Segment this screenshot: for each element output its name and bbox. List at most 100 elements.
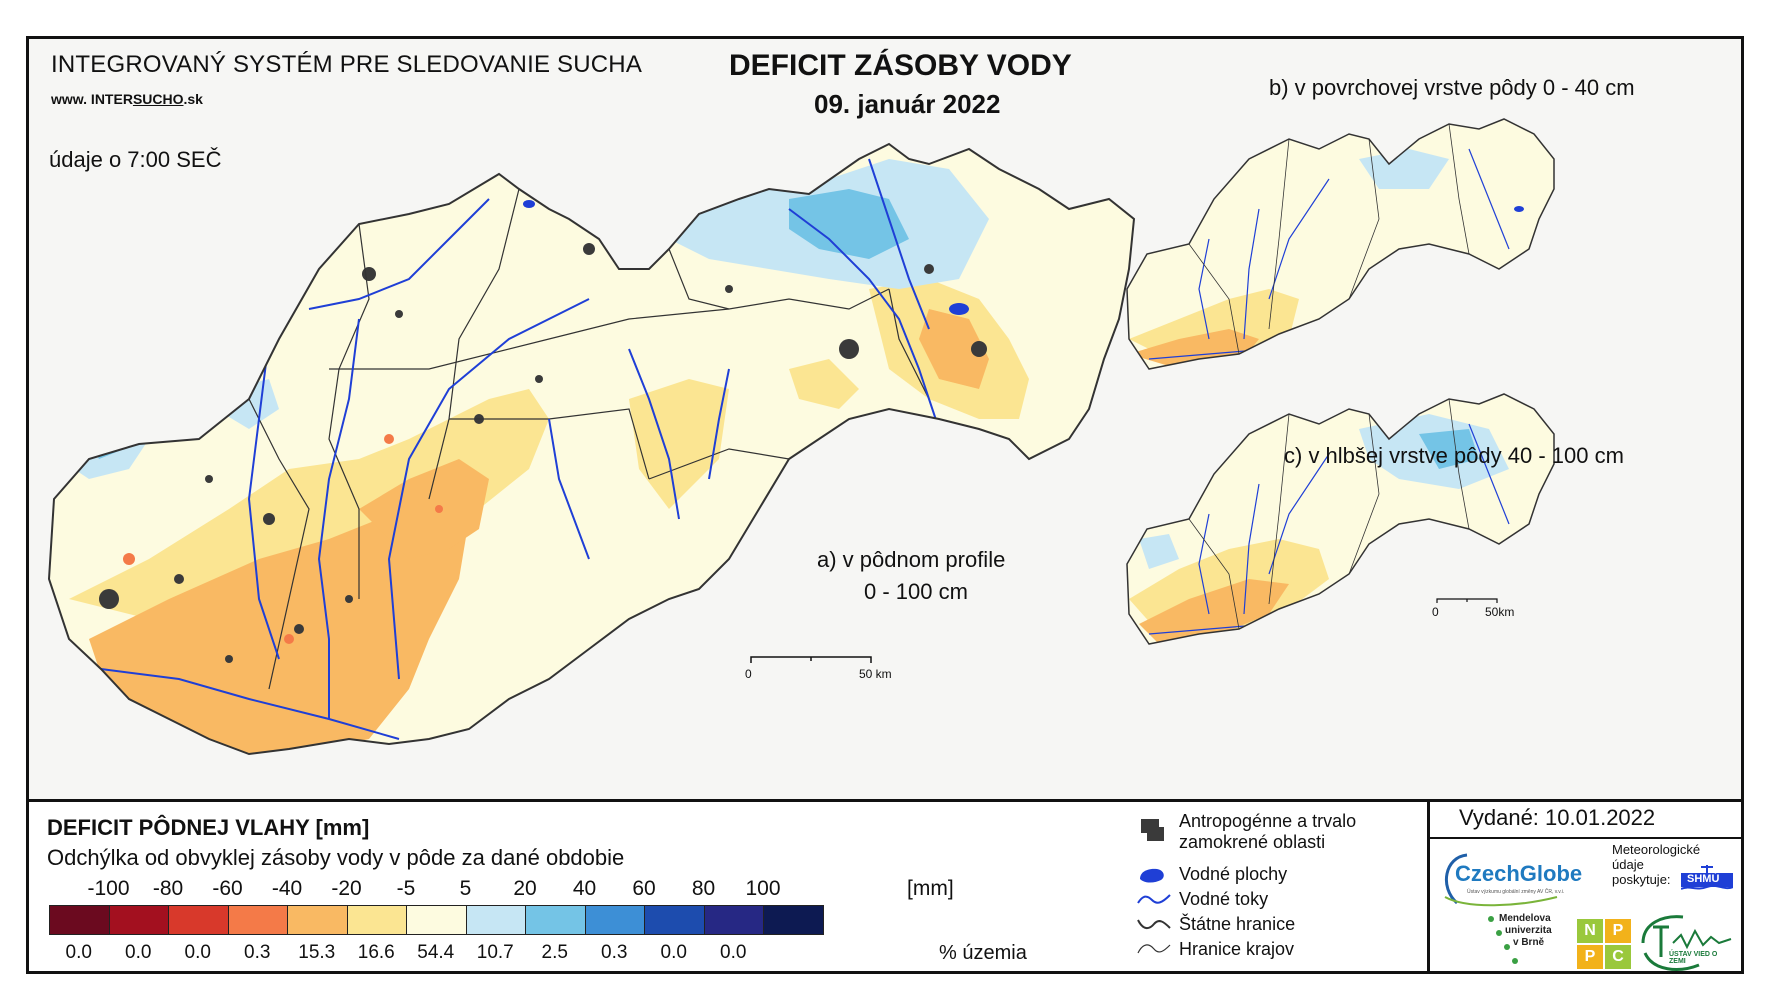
system-title: INTEGROVANÝ SYSTÉM PRE SLEDOVANIE SUCHA <box>51 51 643 78</box>
legend-pct-value: 0.3 <box>244 942 271 963</box>
legend-pct-value: 0.0 <box>125 942 152 963</box>
legend-tick: -100 <box>87 877 130 900</box>
scale-bar-main <box>750 656 872 663</box>
map-a-label-2: 0 - 100 cm <box>864 579 968 604</box>
scale-main-end: 50 km <box>859 667 892 681</box>
state-border-icon <box>1137 919 1171 930</box>
mendel-line1: Mendelova <box>1499 913 1551 924</box>
legend-tick: 5 <box>459 877 472 900</box>
nppc-p2: P <box>1577 945 1603 969</box>
legend-urban: Antropogénne a trvalo zamokrené oblasti <box>1179 811 1356 853</box>
legend-swatch <box>525 905 586 935</box>
legend-pct-label: % územia <box>939 942 1027 964</box>
mendel-text: Mendelova univerzita v Brně <box>1499 913 1552 949</box>
map-b-label: b) v povrchovej vrstve pôdy 0 - 40 cm <box>1269 75 1635 100</box>
website-suffix: .sk <box>183 91 203 107</box>
issue-divider <box>1427 802 1430 974</box>
legend-tick: 40 <box>572 877 597 900</box>
river-icon <box>1137 894 1171 904</box>
nppc-c: C <box>1605 945 1631 969</box>
urban-icon <box>1141 819 1164 841</box>
legend-title: DEFICIT PÔDNEJ VLAHY [mm] <box>47 815 370 840</box>
legend-tick: 60 <box>632 877 656 900</box>
water-icon <box>1140 868 1164 883</box>
scale-small-end: 50km <box>1485 605 1515 619</box>
mendel-line3: v Brně <box>1513 937 1545 948</box>
uvz-text: ÚSTAV VIED O ZEMI <box>1669 951 1718 965</box>
legend-pct-value: 54.4 <box>417 942 455 963</box>
legend-swatch <box>287 905 348 935</box>
map-c-label: c) v hlbšej vrstve pôdy 40 - 100 cm <box>1284 443 1624 468</box>
main-map <box>47 118 1555 756</box>
meteo-line2: údaje <box>1612 857 1644 872</box>
legend-tick: 80 <box>691 877 716 900</box>
legend-swatch <box>346 905 407 935</box>
legend-swatch <box>227 905 288 935</box>
issue-underline <box>1429 837 1741 839</box>
legend-urban-line1: Antropogénne a trvalo <box>1179 811 1357 831</box>
legend-swatch <box>406 905 467 935</box>
legend-swatch <box>644 905 705 935</box>
meteo-line3: poskytuje: <box>1612 872 1671 887</box>
legend-divider <box>29 799 1741 802</box>
shmu-logo: SHMÚ <box>1681 865 1733 891</box>
scale-main-zero: 0 <box>745 667 752 681</box>
map-frame: INTEGROVANÝ SYSTÉM PRE SLEDOVANIE SUCHA … <box>26 36 1744 974</box>
scale-bar-small <box>1436 598 1498 603</box>
legend-swatch <box>465 905 526 935</box>
legend-swatch <box>49 905 110 935</box>
legend-water: Vodné plochy <box>1179 864 1288 884</box>
legend-pct-value: 0.3 <box>601 942 628 963</box>
legend-pct-value: 2.5 <box>541 942 568 963</box>
legend-subtitle: Odchýlka od obvyklej zásoby vody v pôde … <box>47 845 625 870</box>
legend-pct-value: 10.7 <box>476 942 514 963</box>
legend-swatch <box>584 905 645 935</box>
region-border-icon <box>1137 944 1171 954</box>
legend-rivers: Vodné toky <box>1179 889 1269 909</box>
scale-small-zero: 0 <box>1432 605 1439 619</box>
legend-pct-value: 0.0 <box>720 942 747 963</box>
issued-date: Vydané: 10.01.2022 <box>1459 805 1656 830</box>
legend-state-border: Štátne hranice <box>1179 914 1296 934</box>
map-a-label-1: a) v pôdnom profile <box>817 547 1006 572</box>
nppc-logo: N P P C <box>1577 919 1633 971</box>
legend-tick: -60 <box>212 877 243 900</box>
uvz-logo: ÚSTAV VIED O ZEMI <box>1639 913 1735 973</box>
website-mid: SUCHO <box>132 91 184 107</box>
legend-pct-value: 15.3 <box>298 942 336 963</box>
legend-swatch <box>703 905 764 935</box>
legend-swatch <box>108 905 169 935</box>
legend-tick: -5 <box>396 877 416 900</box>
legend-swatch <box>763 905 824 935</box>
legend-pct-value: 16.6 <box>357 942 395 963</box>
czechglobe-text: CzechGlobe <box>1455 861 1583 886</box>
nppc-n: N <box>1577 919 1603 943</box>
legend-region-border: Hranice krajov <box>1179 939 1295 959</box>
mendel-logo: Mendelova univerzita v Brně <box>1487 913 1567 973</box>
map-area: INTEGROVANÝ SYSTÉM PRE SLEDOVANIE SUCHA … <box>29 39 1741 799</box>
legend-pct-value: 0.0 <box>65 942 92 963</box>
legend-unit: [mm] <box>907 877 954 900</box>
legend-tick: -80 <box>152 877 184 900</box>
legend-urban-line2: zamokrené oblasti <box>1179 832 1326 852</box>
nppc-p1: P <box>1605 919 1631 943</box>
legend-pct-value: 0.0 <box>184 942 211 963</box>
legend-tick: -20 <box>331 877 362 900</box>
map-date: 09. január 2022 <box>814 89 1001 119</box>
legend-tick: -40 <box>271 877 303 900</box>
czechglobe-logo: CzechGlobe Ústav výzkumu globální změny … <box>1437 847 1607 913</box>
shmu-text: SHMÚ <box>1687 873 1720 885</box>
state-border-a <box>47 142 1136 756</box>
data-time: údaje o 7:00 SEČ <box>49 147 222 172</box>
legend-pct-value: 0.0 <box>660 942 687 963</box>
legend-tick: 20 <box>513 877 537 900</box>
czechglobe-subtext: Ústav výzkumu globální změny AV ČR, v.v.… <box>1467 889 1565 895</box>
state-border-b <box>1126 118 1555 370</box>
mendel-line2: univerzita <box>1505 925 1552 936</box>
legend-swatch <box>168 905 229 935</box>
main-title: DEFICIT ZÁSOBY VODY <box>729 49 1072 82</box>
meteo-provider: Meteorologické údaje poskytuje: <box>1612 842 1700 887</box>
website-link[interactable]: www. INTERSUCHO.sk <box>51 91 203 107</box>
meteo-line1: Meteorologické <box>1612 842 1701 857</box>
state-border-c <box>1126 393 1555 645</box>
